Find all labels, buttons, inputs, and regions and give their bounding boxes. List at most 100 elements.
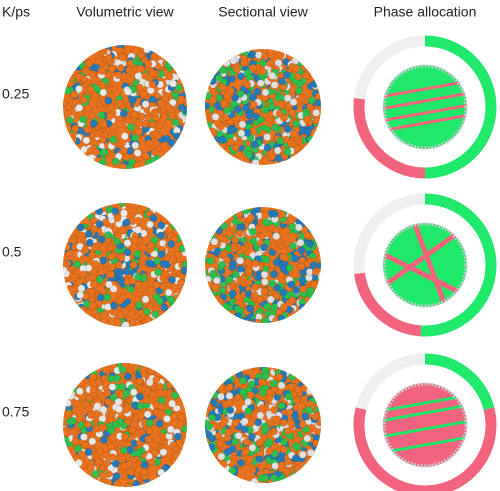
atom: [146, 220, 154, 229]
atom: [95, 447, 104, 456]
atom: [207, 443, 215, 451]
atom: [303, 231, 312, 240]
atom: [249, 64, 257, 72]
atom: [108, 263, 116, 271]
atom: [133, 250, 142, 258]
atom: [256, 438, 265, 447]
atom: [89, 280, 98, 289]
atom: [231, 143, 240, 152]
atom: [283, 94, 292, 102]
atom: [234, 305, 242, 314]
column-header: Phase allocation: [374, 4, 477, 20]
atom: [270, 427, 278, 436]
atom: [63, 124, 72, 132]
atom: [152, 280, 161, 289]
atom: [256, 79, 265, 87]
atom: [104, 231, 113, 239]
atom: [307, 135, 315, 144]
atom: [245, 111, 254, 120]
atom: [298, 420, 307, 429]
atom: [227, 138, 236, 146]
atom: [120, 432, 129, 441]
atom: [218, 83, 227, 91]
atom: [217, 452, 226, 461]
atom: [254, 418, 263, 427]
atom: [156, 297, 164, 306]
atom: [270, 81, 279, 89]
atom: [143, 410, 152, 419]
atom: [221, 302, 230, 311]
atom: [240, 59, 248, 67]
atom: [165, 225, 174, 234]
atom: [118, 226, 126, 234]
atom: [108, 65, 116, 73]
atom: [123, 277, 132, 286]
atom: [84, 448, 93, 456]
atom: [161, 94, 169, 102]
atom: [163, 135, 171, 143]
atom: [307, 96, 316, 105]
atom: [277, 461, 286, 469]
atom: [161, 215, 170, 224]
atom: [140, 203, 149, 212]
atom: [270, 210, 279, 218]
atom: [303, 434, 312, 443]
atom: [244, 398, 252, 406]
atom: [157, 149, 166, 158]
atom: [91, 243, 100, 252]
atom: [104, 397, 113, 406]
atom: [294, 385, 303, 394]
atom: [89, 373, 97, 382]
atom: [225, 229, 233, 238]
atom: [135, 83, 144, 92]
atom: [216, 130, 224, 138]
atom: [285, 264, 294, 272]
atom: [63, 98, 68, 107]
atom: [280, 114, 288, 122]
atom: [273, 415, 281, 424]
atom: [120, 209, 128, 217]
atom: [302, 71, 310, 80]
atom: [257, 232, 266, 241]
atom: [275, 373, 284, 381]
atom: [251, 283, 260, 292]
atom: [224, 428, 233, 437]
atom: [297, 262, 306, 271]
atom: [288, 222, 297, 231]
atom: [314, 99, 321, 107]
atom: [140, 461, 149, 469]
atom: [205, 402, 213, 411]
atom: [269, 379, 278, 388]
atom: [66, 286, 74, 294]
phase-particle: [383, 65, 467, 149]
atom: [164, 60, 173, 69]
atom: [81, 245, 90, 254]
atom: [291, 412, 300, 420]
atom: [125, 163, 134, 169]
atom: [125, 459, 133, 468]
atom: [272, 232, 281, 241]
atom: [167, 240, 176, 248]
atom: [102, 379, 110, 387]
atom: [205, 121, 213, 129]
particle-image: [205, 367, 321, 483]
atom: [208, 413, 216, 422]
phase-arc: [354, 272, 422, 337]
phase-arc: [353, 193, 426, 274]
particle-image: [63, 363, 187, 487]
atom: [289, 130, 298, 138]
atom: [266, 49, 275, 56]
atom: [87, 287, 96, 296]
atom: [135, 301, 144, 309]
atom: [140, 91, 149, 99]
atom: [287, 280, 296, 289]
atom: [159, 448, 168, 457]
atom: [209, 96, 217, 105]
atom: [260, 287, 269, 296]
column-header: Volumetric view: [76, 4, 174, 20]
atom: [231, 93, 240, 102]
atom: [228, 289, 237, 298]
atom: [292, 454, 300, 463]
atom: [295, 86, 303, 95]
